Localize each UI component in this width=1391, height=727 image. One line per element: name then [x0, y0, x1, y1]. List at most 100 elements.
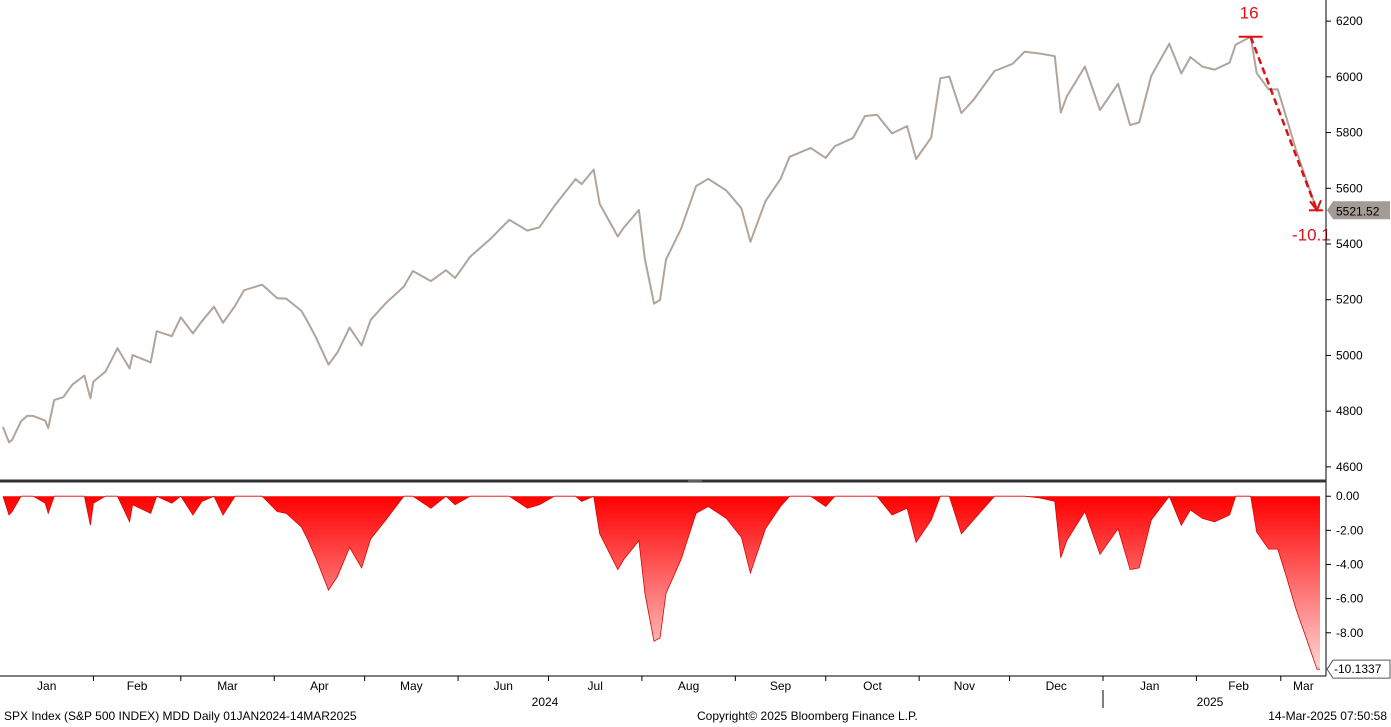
x-month-label: Nov	[954, 679, 975, 693]
price-point	[592, 168, 595, 171]
price-point	[8, 441, 10, 444]
price-point	[526, 229, 529, 232]
price-point	[638, 209, 640, 211]
x-month-label: Feb	[1228, 679, 1249, 693]
x-year-label-2024: 2024	[532, 695, 559, 708]
decline-arrow	[1249, 36, 1319, 211]
price-point	[53, 399, 55, 401]
price-point	[864, 115, 866, 117]
price-point	[665, 258, 667, 261]
price-point	[261, 283, 264, 286]
price-point	[1201, 65, 1204, 68]
price-point	[1054, 55, 1056, 57]
price-point	[1267, 88, 1270, 91]
price-point	[32, 415, 34, 417]
price-point	[574, 178, 577, 180]
price-point	[1213, 68, 1216, 71]
price-point	[234, 305, 236, 307]
price-point	[306, 320, 309, 323]
price-point	[930, 136, 932, 139]
price-point	[764, 200, 767, 202]
drawdown-y-tick-label: -4.00	[1336, 557, 1364, 571]
x-month-label: Jul	[588, 679, 603, 693]
price-point	[1099, 109, 1101, 111]
price-point	[412, 270, 414, 272]
price-y-tick-label: 5200	[1336, 293, 1363, 307]
price-point	[1189, 56, 1192, 58]
price-point	[131, 354, 134, 356]
price-point	[243, 289, 245, 292]
price-point	[1084, 65, 1086, 68]
drawdown-y-tick-label: -2.00	[1336, 523, 1364, 537]
price-point	[659, 299, 661, 301]
price-point	[876, 113, 878, 116]
price-point	[445, 269, 447, 272]
x-month-label: Dec	[1046, 679, 1067, 693]
price-point	[327, 363, 330, 366]
price-point	[128, 367, 131, 370]
price-point	[2, 426, 4, 429]
price-point	[1023, 51, 1026, 53]
price-point	[192, 332, 194, 335]
price-point	[644, 258, 646, 260]
price-point	[71, 383, 74, 386]
x-month-label: Sep	[770, 679, 792, 693]
price-point	[201, 320, 203, 323]
price-point	[1168, 42, 1171, 45]
arrow-head	[1309, 199, 1322, 213]
price-y-tick-label: 5800	[1336, 126, 1363, 140]
price-point	[707, 178, 709, 180]
price-point	[1129, 124, 1131, 126]
price-point	[939, 77, 942, 80]
footer-copyright: Copyright© 2025 Bloomberg Finance L.P.	[697, 709, 918, 723]
price-point	[44, 419, 46, 422]
trough-annotation-label: -10.1	[1292, 225, 1331, 244]
price-point	[740, 207, 743, 210]
x-month-label: Jun	[494, 679, 513, 693]
price-point	[1138, 121, 1140, 124]
price-point	[276, 297, 279, 300]
price-point	[384, 302, 387, 305]
price-point	[149, 361, 152, 364]
price-point	[360, 344, 363, 347]
price-panel: 16 -10.1	[2, 4, 1331, 444]
x-month-label: Jan	[37, 679, 56, 693]
drawdown-y-tick-label: -8.00	[1336, 626, 1364, 640]
price-point	[1295, 148, 1297, 151]
price-point	[695, 185, 697, 187]
price-y-tick-label: 4800	[1336, 404, 1363, 418]
x-month-label: Mar	[1293, 679, 1314, 693]
price-point	[553, 205, 556, 207]
price-point	[47, 427, 49, 429]
price-point	[403, 285, 405, 288]
price-point	[430, 280, 432, 282]
price-point	[155, 330, 158, 333]
price-point	[915, 158, 917, 160]
price-y-tick-label: 5400	[1336, 237, 1363, 251]
price-point	[315, 337, 318, 340]
drawdown-area	[3, 496, 1320, 670]
price-point	[1255, 72, 1258, 74]
price-point	[1060, 111, 1062, 114]
price-point	[336, 351, 339, 354]
price-y-tick-label: 5000	[1336, 348, 1363, 362]
price-point	[749, 241, 752, 243]
price-point	[1180, 72, 1183, 75]
drawdown-y-tick-label: 0.00	[1336, 489, 1360, 503]
price-point	[300, 310, 303, 312]
x-month-label: Oct	[863, 679, 882, 693]
price-point	[1286, 118, 1288, 120]
price-point	[1066, 95, 1068, 98]
price-point	[490, 237, 493, 239]
price-point	[1117, 83, 1119, 85]
price-point	[1234, 44, 1237, 46]
price-point	[993, 70, 996, 72]
price-point	[26, 415, 28, 417]
drawdown-y-tick-label: -6.00	[1336, 592, 1364, 606]
price-y-tick-label: 6200	[1336, 14, 1363, 28]
price-point	[1011, 63, 1014, 65]
price-point	[1277, 88, 1279, 91]
price-point	[348, 326, 351, 329]
price-point	[824, 157, 827, 159]
price-point	[222, 322, 224, 324]
